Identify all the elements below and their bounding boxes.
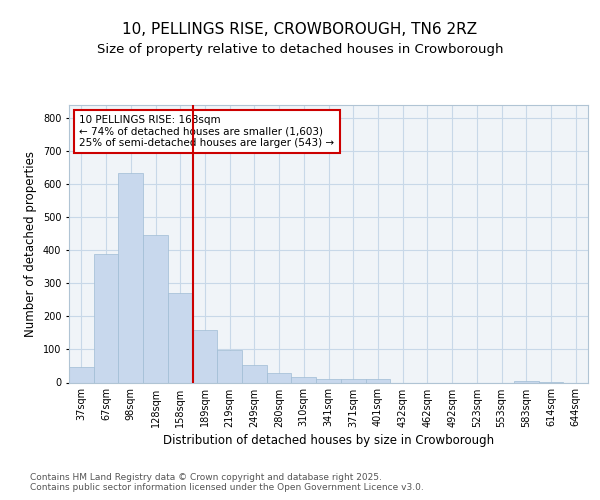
Bar	[118, 172, 143, 382]
Bar	[341, 378, 365, 382]
Bar	[514, 381, 539, 382]
Bar	[292, 376, 316, 382]
Bar	[217, 350, 242, 382]
Bar	[365, 379, 390, 382]
Text: Contains HM Land Registry data © Crown copyright and database right 2025.
Contai: Contains HM Land Registry data © Crown c…	[30, 473, 424, 492]
Text: 10, PELLINGS RISE, CROWBOROUGH, TN6 2RZ: 10, PELLINGS RISE, CROWBOROUGH, TN6 2RZ	[122, 22, 478, 38]
Bar	[242, 366, 267, 382]
Text: Size of property relative to detached houses in Crowborough: Size of property relative to detached ho…	[97, 42, 503, 56]
Bar	[168, 294, 193, 382]
Bar	[316, 379, 341, 382]
X-axis label: Distribution of detached houses by size in Crowborough: Distribution of detached houses by size …	[163, 434, 494, 446]
Bar	[143, 236, 168, 382]
Bar	[267, 372, 292, 382]
Y-axis label: Number of detached properties: Number of detached properties	[25, 151, 37, 337]
Text: 10 PELLINGS RISE: 168sqm
← 74% of detached houses are smaller (1,603)
25% of sem: 10 PELLINGS RISE: 168sqm ← 74% of detach…	[79, 114, 335, 148]
Bar	[69, 367, 94, 382]
Bar	[193, 330, 217, 382]
Bar	[94, 254, 118, 382]
